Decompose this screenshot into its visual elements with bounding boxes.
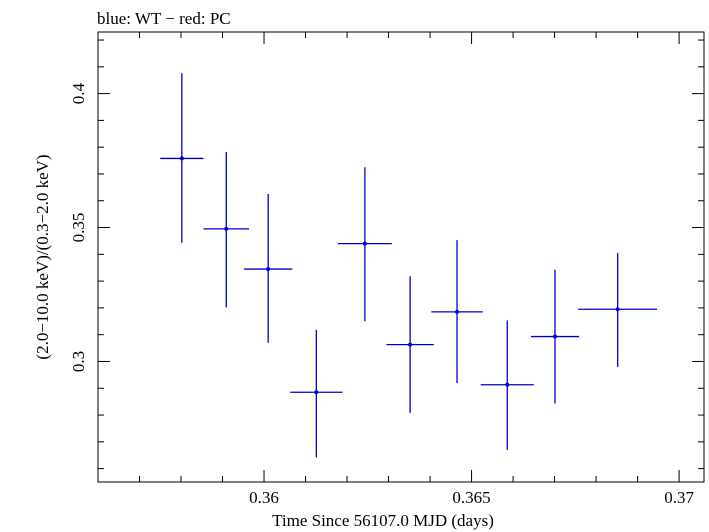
data-point xyxy=(480,320,534,450)
x-tick-label: 0.365 xyxy=(452,488,490,507)
data-point xyxy=(431,240,483,383)
tick-labels: 0.36 0.365 0.37 0.3 0.35 0.4 xyxy=(69,82,694,507)
data-point xyxy=(578,252,658,367)
data-point xyxy=(386,276,434,413)
point-marker xyxy=(224,226,229,231)
x-axis-label: Time Since 56107.0 MJD (days) xyxy=(272,511,494,530)
point-marker xyxy=(314,390,319,395)
y-axis-label: (2.0−10.0 keV)/(0.3−2.0 keV) xyxy=(33,154,52,359)
y-tick-label: 0.35 xyxy=(69,213,88,243)
point-marker xyxy=(266,267,271,272)
data-point xyxy=(290,329,343,458)
y-tick-label: 0.3 xyxy=(69,351,88,372)
point-marker xyxy=(615,307,620,312)
chart-title: blue: WT − red: PC xyxy=(97,9,231,28)
point-marker xyxy=(552,334,557,339)
data-point xyxy=(530,269,580,404)
point-marker xyxy=(505,382,510,387)
data-point xyxy=(337,167,392,322)
point-marker xyxy=(455,309,460,314)
data-point xyxy=(244,194,293,343)
data-points xyxy=(160,73,658,458)
x-tick-label: 0.37 xyxy=(664,488,694,507)
data-point xyxy=(203,152,250,308)
x-tick-label: 0.36 xyxy=(249,488,279,507)
plot-frame xyxy=(97,31,705,483)
data-point xyxy=(160,73,204,243)
point-marker xyxy=(179,156,184,161)
axis-ticks xyxy=(97,32,704,482)
point-marker xyxy=(362,241,367,246)
point-marker xyxy=(408,342,413,347)
y-tick-label: 0.4 xyxy=(69,82,88,104)
